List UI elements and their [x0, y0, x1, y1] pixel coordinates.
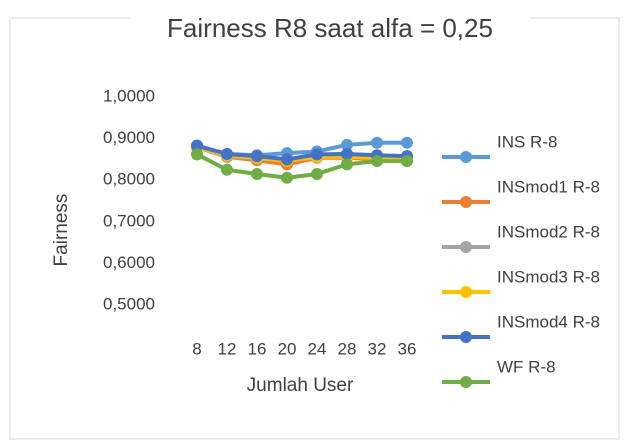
y-tick-label: 0,6000: [103, 253, 155, 272]
series-marker: [251, 167, 263, 180]
legend-label: INSmod3 R-8: [497, 267, 600, 286]
series-marker: [281, 171, 293, 184]
y-tick-label: 0,9000: [103, 128, 155, 147]
legend-marker: [460, 241, 472, 253]
legend-marker: [460, 286, 472, 298]
legend-marker: [460, 376, 472, 388]
x-tick-label: 36: [398, 339, 417, 358]
y-axis-label: Fairness: [51, 194, 72, 267]
series-marker: [341, 138, 353, 151]
legend-marker: [460, 196, 472, 208]
x-tick-label: 32: [368, 339, 387, 358]
series-marker: [251, 150, 263, 163]
series-marker: [371, 136, 383, 149]
series-marker: [221, 147, 233, 160]
legend-marker: [460, 331, 472, 343]
series-marker: [311, 148, 323, 161]
legend-label: INSmod2 R-8: [497, 222, 600, 241]
x-tick-label: 20: [278, 339, 297, 358]
legend-label: INSmod1 R-8: [497, 177, 600, 196]
series-marker: [371, 155, 383, 168]
y-tick-label: 1,0000: [103, 86, 155, 105]
x-tick-label: 8: [192, 339, 201, 358]
legend-marker: [460, 151, 472, 163]
series-marker: [281, 153, 293, 166]
y-tick-label: 0,7000: [103, 211, 155, 230]
x-tick-label: 12: [218, 339, 237, 358]
x-axis-label: Jumlah User: [247, 375, 354, 396]
y-tick-label: 0,8000: [103, 170, 155, 189]
series-marker: [401, 155, 413, 168]
series-marker: [401, 136, 413, 149]
legend-label: INSmod4 R-8: [497, 312, 600, 331]
y-tick-label: 0,5000: [103, 294, 155, 313]
legend-label: INS R-8: [497, 132, 557, 151]
x-tick-label: 16: [248, 339, 267, 358]
chart-title: Fairness R8 saat alfa = 0,25: [167, 13, 493, 43]
series-marker: [191, 148, 203, 161]
x-tick-label: 24: [308, 339, 327, 358]
series-marker: [221, 163, 233, 176]
series-marker: [341, 158, 353, 171]
series-marker: [311, 167, 323, 180]
x-tick-label: 28: [338, 339, 357, 358]
series-marker: [191, 139, 203, 152]
series-marker: [341, 147, 353, 160]
title-backdrop: [130, 10, 530, 50]
legend-label: WF R-8: [497, 357, 556, 376]
